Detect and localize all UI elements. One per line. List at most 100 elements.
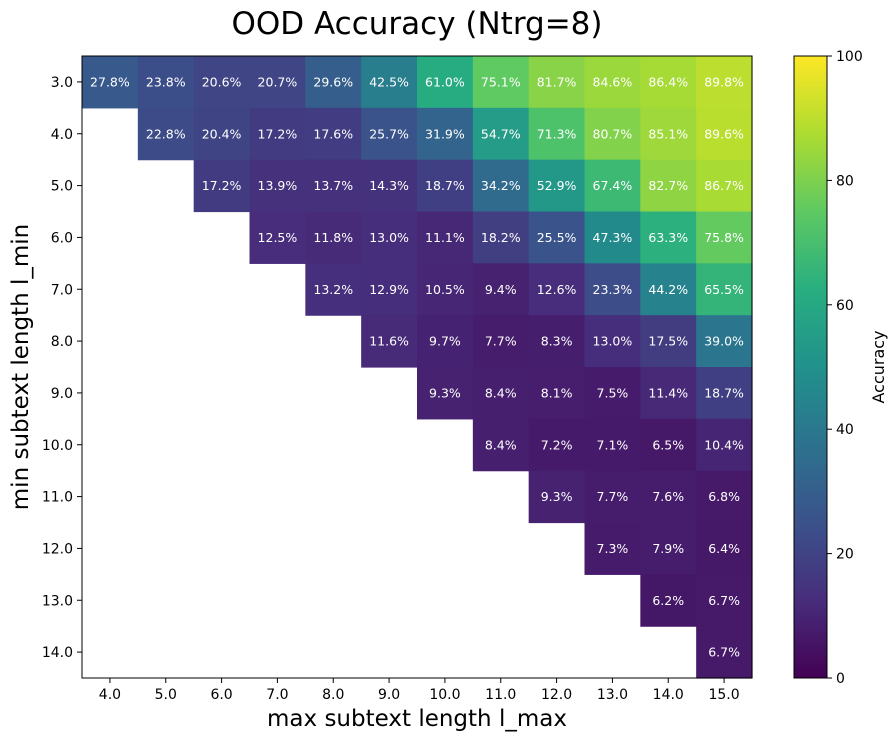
- heatmap-cell: [249, 107, 306, 161]
- heatmap-cell: [584, 315, 641, 368]
- y-tick-label: 7.0: [51, 282, 73, 298]
- heatmap-cell: [696, 470, 753, 524]
- x-tick-label: 6.0: [210, 687, 232, 703]
- cell-value-label: 6.7%: [708, 645, 740, 660]
- cell-value-label: 71.3%: [537, 126, 577, 141]
- cell-value-label: 44.2%: [648, 282, 688, 297]
- heatmap-cell: [528, 159, 586, 213]
- cell-value-label: 25.7%: [369, 126, 409, 141]
- cell-value-label: 82.7%: [648, 178, 688, 193]
- cell-value-label: 11.8%: [313, 230, 353, 245]
- heatmap-cell: [696, 107, 753, 161]
- heatmap-cell: [472, 56, 530, 109]
- heatmap-cell: [696, 159, 753, 213]
- heatmap-cell: [361, 107, 418, 161]
- cell-value-label: 20.6%: [202, 74, 242, 89]
- heatmap-cell: [305, 107, 362, 161]
- plot-frame: [81, 55, 753, 679]
- cell-value-label: 80.7%: [593, 126, 633, 141]
- colorbar-ticks: 0 20 40 60 80 100: [827, 49, 863, 687]
- heatmap-cell: [696, 263, 753, 316]
- heatmap-cell: [361, 211, 418, 264]
- cell-value-label: 81.7%: [537, 74, 577, 89]
- heatmap-cell: [249, 56, 306, 109]
- colorbar-tick-label: 20: [836, 547, 854, 563]
- x-tick-label: 5.0: [155, 687, 177, 703]
- heatmap-cell: [696, 626, 753, 679]
- y-axis-label: min subtext length l_min: [8, 224, 34, 510]
- x-tick-label: 4.0: [99, 687, 121, 703]
- cell-value-label: 13.9%: [258, 178, 298, 193]
- cell-value-label: 11.4%: [648, 385, 688, 400]
- cell-value-label: 6.5%: [652, 437, 684, 452]
- x-tick-label: 13.0: [597, 687, 628, 703]
- heatmap-cell: [472, 263, 530, 316]
- heatmap-cell: [305, 56, 362, 109]
- cell-value-label: 17.2%: [258, 126, 298, 141]
- heatmap-cell: [640, 522, 697, 575]
- heatmap-cell: [249, 211, 306, 264]
- x-tick-label: 15.0: [708, 687, 739, 703]
- heatmap-cell: [82, 56, 139, 109]
- cell-value-label: 7.5%: [597, 385, 629, 400]
- cell-value-label: 7.7%: [485, 334, 517, 349]
- cell-value-label: 14.3%: [369, 178, 409, 193]
- heatmap-cell: [417, 107, 474, 161]
- heatmap-cell: [417, 56, 474, 109]
- heatmap-cell: [584, 159, 641, 213]
- x-tick-label: 9.0: [378, 687, 400, 703]
- cell-value-label: 8.1%: [541, 385, 573, 400]
- heatmap-cell: [361, 159, 418, 213]
- cell-value-label: 10.5%: [425, 282, 465, 297]
- heatmap-cell: [640, 263, 697, 316]
- heatmap-cell: [305, 263, 362, 316]
- heatmap-cell: [417, 315, 474, 368]
- heatmap-cell: [528, 367, 586, 420]
- x-tick-label: 10.0: [429, 687, 460, 703]
- heatmap-cell: [249, 159, 306, 213]
- heatmap-cell: [417, 211, 474, 264]
- cell-value-label: 18.2%: [481, 230, 521, 245]
- heatmap-cell: [696, 211, 753, 264]
- heatmap-cell: [640, 211, 697, 264]
- heatmap-cell: [472, 315, 530, 368]
- cell-value-label: 75.8%: [704, 230, 744, 245]
- cell-value-label: 86.4%: [648, 74, 688, 89]
- y-tick-label: 8.0: [51, 334, 73, 350]
- cell-value-label: 12.9%: [369, 282, 409, 297]
- cell-value-label: 61.0%: [425, 74, 465, 89]
- cell-value-label: 12.6%: [537, 282, 577, 297]
- heatmap-cell: [472, 367, 530, 420]
- cell-value-label: 7.6%: [652, 489, 684, 504]
- cell-value-label: 9.7%: [429, 334, 461, 349]
- heatmap-cell: [472, 211, 530, 264]
- heatmap-cell: [137, 56, 195, 109]
- cell-value-label: 31.9%: [425, 126, 465, 141]
- heatmap-cell: [305, 211, 362, 264]
- cell-value-label: 89.6%: [704, 126, 744, 141]
- colorbar-tick-label: 0: [836, 671, 845, 687]
- y-tick-label: 6.0: [51, 230, 73, 246]
- cell-value-label: 6.7%: [708, 593, 740, 608]
- heatmap-cell: [528, 56, 586, 109]
- cell-value-label: 10.4%: [704, 437, 744, 452]
- colorbar-tick-label: 100: [836, 49, 863, 65]
- cell-value-label: 18.7%: [425, 178, 465, 193]
- cell-value-label: 29.6%: [313, 74, 353, 89]
- heatmap-cell: [584, 263, 641, 316]
- y-tick-label: 14.0: [42, 645, 73, 661]
- heatmap-cell: [640, 470, 697, 524]
- cell-value-label: 85.1%: [648, 126, 688, 141]
- x-tick-label: 11.0: [485, 687, 516, 703]
- x-tick-label: 12.0: [541, 687, 572, 703]
- heatmap-cell: [584, 107, 641, 161]
- heatmap-cell: [472, 418, 530, 472]
- y-tick-label: 13.0: [42, 593, 73, 609]
- x-tick-label: 14.0: [653, 687, 684, 703]
- cell-value-label: 6.4%: [708, 541, 740, 556]
- heatmap-cell: [137, 107, 195, 161]
- cell-value-label: 7.3%: [597, 541, 629, 556]
- cell-value-label: 11.1%: [425, 230, 465, 245]
- cell-value-label: 54.7%: [481, 126, 521, 141]
